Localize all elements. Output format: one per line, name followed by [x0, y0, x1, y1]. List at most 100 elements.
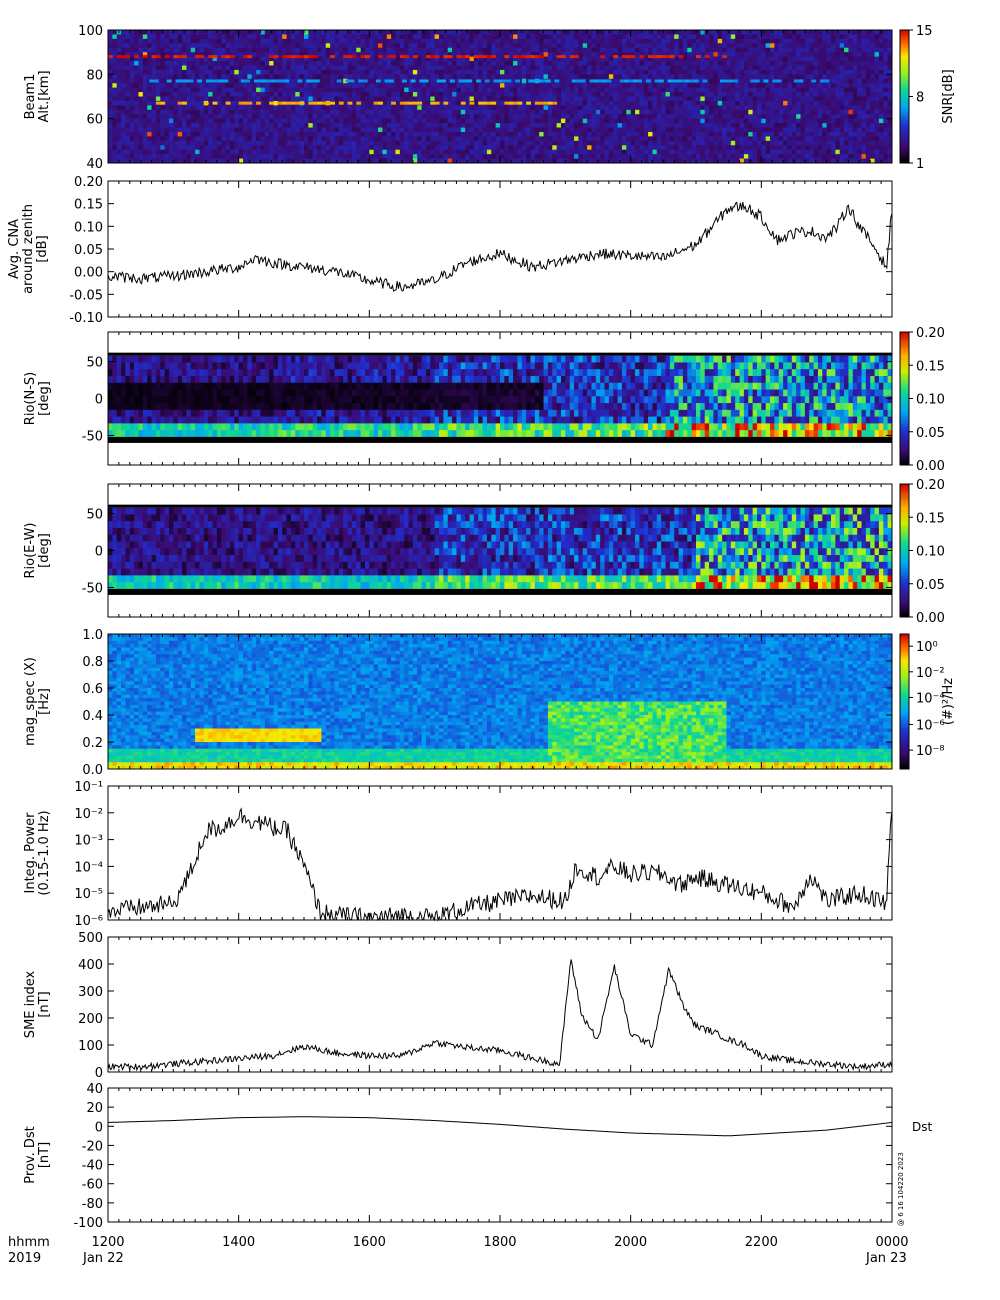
heat-cell: [700, 114, 706, 120]
heat-cell: [264, 83, 270, 89]
heat-cell: [129, 52, 135, 58]
heat-cell: [225, 52, 231, 58]
heat-cell: [151, 131, 157, 137]
heat-cell: [591, 127, 597, 133]
heat-cell: [404, 87, 410, 93]
heat-cell: [656, 92, 662, 97]
heat-cell: [595, 114, 601, 120]
heat-cell: [304, 52, 309, 58]
heat-cell: [791, 43, 797, 49]
heat-cell: [430, 118, 436, 124]
heat-cell: [142, 87, 148, 93]
heat-cell: [434, 69, 440, 75]
heat-cell: [486, 65, 492, 71]
heat-cell: [151, 92, 157, 97]
heat-cell: [495, 158, 501, 164]
heat-cell: [160, 123, 166, 129]
heat-cell: [469, 123, 475, 129]
heat-cell: [643, 87, 649, 93]
heat-cell: [373, 65, 379, 71]
heat-cell: [382, 38, 388, 44]
heat-cell: [569, 123, 575, 129]
heat-cell: [465, 114, 471, 120]
heat-cell: [530, 69, 536, 75]
heat-cell: [360, 114, 366, 120]
heat-cell: [752, 136, 758, 142]
heat-cell: [434, 105, 440, 111]
heat-cell: [517, 127, 523, 133]
heat-cell: [587, 149, 592, 155]
heat-cell: [713, 34, 719, 40]
heat-cell: [500, 74, 505, 80]
heat-cell: [800, 154, 806, 160]
heat-cell: [330, 131, 335, 137]
heat-cell: [256, 105, 261, 111]
heat-cell: [460, 154, 466, 160]
heat-cell: [704, 43, 710, 49]
heat-cell: [661, 92, 667, 97]
heat-cell: [134, 74, 139, 80]
heat-cell: [134, 78, 139, 84]
heat-cell: [308, 69, 314, 75]
heat-cell: [691, 131, 697, 137]
heat-cell: [168, 74, 174, 80]
heat-cell: [121, 149, 126, 155]
heat-cell: [290, 34, 296, 40]
heat-cell: [678, 145, 684, 151]
heat-cell: [778, 105, 784, 111]
heat-cell: [338, 131, 344, 137]
heat-cell: [735, 56, 741, 62]
heat-cell: [382, 30, 388, 35]
heat-cell: [831, 100, 836, 106]
heat-cell: [456, 30, 462, 35]
heat-cell: [770, 123, 775, 129]
heat-cell: [774, 56, 780, 62]
heat-cell: [822, 34, 828, 40]
heat-cell: [600, 109, 606, 115]
heat-cell: [395, 131, 401, 137]
heat-cell: [360, 131, 366, 137]
heat-cell: [216, 87, 222, 93]
heat-cell: [513, 74, 518, 80]
heat-cell: [778, 34, 784, 40]
heat-cell: [752, 131, 758, 137]
heat-cell: [325, 65, 331, 71]
heat-cell: [391, 158, 396, 164]
heat-cell: [421, 109, 427, 115]
heat-cell: [325, 118, 331, 124]
heat-cell: [408, 38, 414, 44]
heat-cell: [717, 83, 723, 89]
heat-cell: [399, 131, 405, 137]
heat-cell: [587, 34, 592, 40]
heat-cell: [717, 149, 723, 155]
heat-cell: [578, 149, 584, 155]
heat-cell: [155, 61, 161, 66]
heat-cell: [221, 140, 227, 146]
heat-cell: [770, 127, 775, 133]
heat-cell: [351, 83, 357, 89]
heat-cell: [613, 145, 619, 151]
heat-cell: [360, 52, 366, 58]
heat-cell: [665, 105, 671, 111]
heat-cell: [182, 34, 187, 40]
heat-cell: [826, 158, 832, 164]
heat-cell: [173, 118, 179, 124]
heat-cell: [299, 83, 305, 89]
heat-cell: [621, 105, 627, 111]
heat-cell: [600, 87, 606, 93]
heat-cell: [408, 109, 414, 115]
heat-cell: [364, 61, 370, 66]
heat-cell: [804, 96, 810, 102]
heat-cell: [783, 96, 788, 102]
heat-cell: [813, 114, 819, 120]
heat-cell: [809, 38, 815, 44]
heat-cell: [351, 149, 357, 155]
heat-cell: [813, 109, 819, 115]
heat-cell: [513, 65, 518, 71]
heat-cell: [682, 65, 688, 71]
heat-cell: [182, 83, 187, 89]
heat-cell: [521, 114, 527, 120]
heat-cell: [752, 92, 758, 97]
heat-cell: [430, 127, 436, 133]
heat-cell: [212, 154, 218, 160]
